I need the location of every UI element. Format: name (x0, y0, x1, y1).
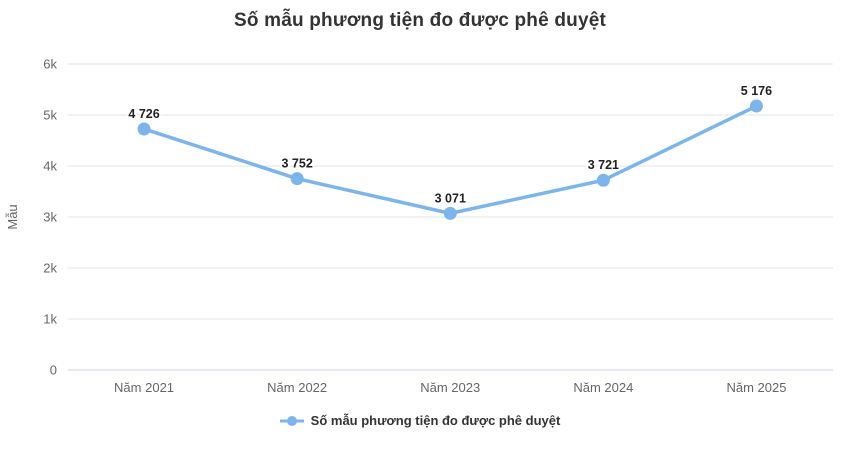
legend-label: Số mẫu phương tiện đo được phê duyệt (310, 413, 561, 428)
x-axis-tick-label: Năm 2025 (726, 380, 786, 395)
legend-item[interactable]: Số mẫu phương tiện đo được phê duyệt (0, 413, 840, 428)
x-axis-tick-label: Năm 2024 (573, 380, 633, 395)
y-axis-title: Mẫu (5, 204, 20, 229)
data-point-label: 5 176 (741, 84, 772, 98)
data-point-marker[interactable] (596, 173, 610, 187)
data-point-label: 3 752 (282, 157, 313, 171)
chart-title: Số mẫu phương tiện đo được phê duyệt (233, 10, 607, 31)
data-point-marker[interactable] (749, 99, 763, 113)
data-point-label: 3 721 (588, 158, 619, 172)
y-axis-tick-label: 6k (43, 57, 57, 72)
y-axis-tick-label: 2k (43, 261, 57, 276)
data-point-marker[interactable] (443, 206, 457, 220)
x-axis-tick-label: Năm 2023 (420, 380, 480, 395)
y-axis-tick-label: 5k (43, 108, 57, 123)
legend-marker-icon (279, 415, 304, 426)
y-axis-tick-label: 0 (50, 363, 57, 378)
data-point-label: 3 071 (435, 191, 466, 205)
y-axis-tick-label: 3k (43, 210, 57, 225)
x-axis-tick-label: Năm 2022 (267, 380, 327, 395)
x-axis-tick-label: Năm 2021 (114, 380, 174, 395)
data-point-marker[interactable] (290, 172, 304, 186)
y-axis-tick-label: 1k (43, 312, 57, 327)
y-axis-tick-label: 4k (43, 159, 57, 174)
data-point-marker[interactable] (137, 122, 151, 136)
data-point-label: 4 726 (128, 107, 159, 121)
